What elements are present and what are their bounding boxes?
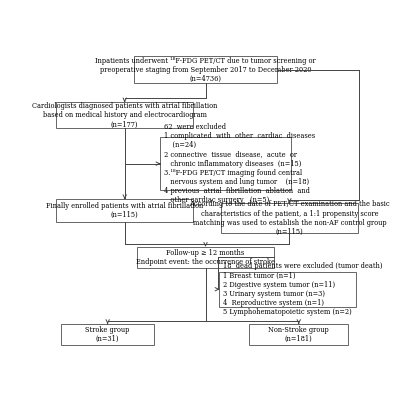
FancyBboxPatch shape [56, 199, 193, 222]
Text: Stroke group
(n=31): Stroke group (n=31) [85, 326, 130, 343]
FancyBboxPatch shape [56, 103, 193, 128]
Text: According to the date of PET/CT examination and the basic
characteristics of the: According to the date of PET/CT examinat… [189, 200, 390, 236]
FancyBboxPatch shape [221, 203, 358, 233]
FancyBboxPatch shape [61, 324, 154, 345]
FancyBboxPatch shape [249, 324, 348, 345]
FancyBboxPatch shape [219, 272, 356, 307]
Text: Follow-up ≥ 12 months
Endpoint event: the occurrence of stroke: Follow-up ≥ 12 months Endpoint event: th… [136, 249, 275, 266]
Text: Non-Stroke group
(n=181): Non-Stroke group (n=181) [268, 326, 329, 343]
Text: 62  were excluded
1 complicated  with  other  cardiac  diseases
    (n=24)
2 con: 62 were excluded 1 complicated with othe… [164, 123, 315, 204]
Text: 18  dead patients were excluded (tumor death)
1 Breast tumor (n=1)
2 Digestive s: 18 dead patients were excluded (tumor de… [223, 262, 383, 316]
FancyBboxPatch shape [160, 137, 291, 190]
Text: Cardiologists diagnosed patients with atrial fibrillation
based on medical histo: Cardiologists diagnosed patients with at… [32, 102, 217, 129]
FancyBboxPatch shape [134, 56, 277, 83]
Text: Finally enrolled patients with atrial fibrillation
(n=115): Finally enrolled patients with atrial fi… [46, 202, 203, 219]
FancyBboxPatch shape [137, 247, 274, 268]
Text: Inpatients underwent ¹⁸F-FDG PET/CT due to tumor screening or
preoperative stagi: Inpatients underwent ¹⁸F-FDG PET/CT due … [95, 57, 316, 83]
